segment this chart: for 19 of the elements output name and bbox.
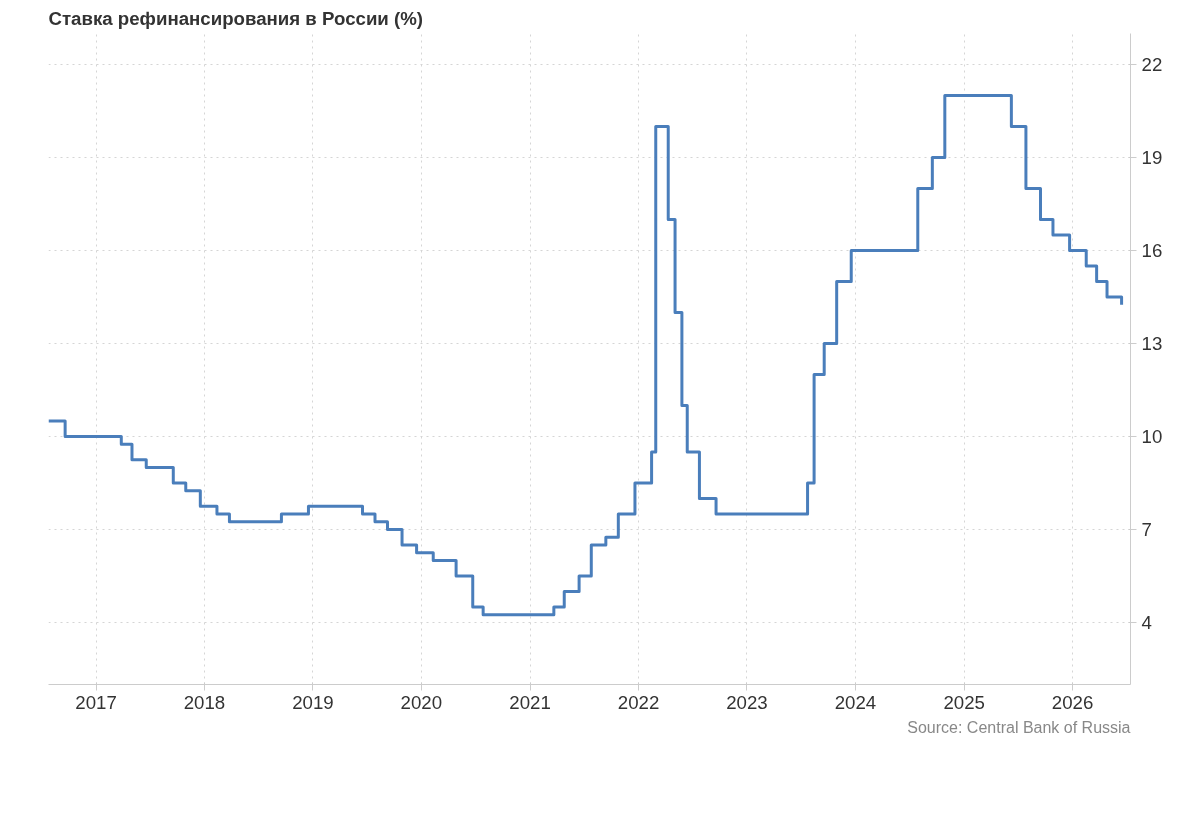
x-tick-label: 2024 bbox=[834, 691, 877, 713]
x-tick-label: 2021 bbox=[509, 691, 551, 713]
y-tick-label: 4 bbox=[1141, 612, 1152, 633]
y-tick-label: 13 bbox=[1141, 333, 1163, 354]
x-tick-label: 2023 bbox=[726, 691, 768, 713]
x-tick-label: 2025 bbox=[943, 691, 985, 713]
y-tick-label: 7 bbox=[1141, 519, 1152, 540]
x-tick-label: 2020 bbox=[400, 691, 443, 713]
y-tick-label: 19 bbox=[1141, 147, 1163, 168]
x-tick-label: 2026 bbox=[1051, 691, 1094, 713]
y-tick-label: 22 bbox=[1141, 54, 1163, 75]
x-tick-label: 2017 bbox=[75, 691, 117, 713]
x-tick-label: 2019 bbox=[292, 691, 334, 713]
y-tick-label: 10 bbox=[1141, 426, 1163, 447]
source-note: Source: Central Bank of Russia bbox=[907, 718, 1131, 736]
x-tick-label: 2022 bbox=[617, 691, 660, 713]
x-tick-label: 2018 bbox=[183, 691, 226, 713]
y-tick-label: 16 bbox=[1141, 240, 1163, 261]
chart-title: Ставка рефинансирования в России (%) bbox=[48, 7, 424, 29]
